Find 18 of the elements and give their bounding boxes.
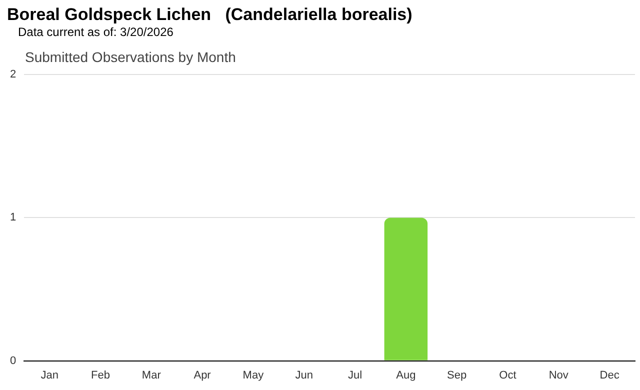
x-tick-label: Feb bbox=[90, 369, 110, 382]
x-tick-label: Jul bbox=[348, 369, 362, 382]
chart-title: Boreal Goldspeck Lichen (Candelariella borealis) bbox=[7, 5, 412, 25]
x-tick-label: Jan bbox=[40, 369, 58, 382]
x-tick-label: Dec bbox=[600, 369, 620, 382]
x-tick-label: Nov bbox=[548, 369, 569, 382]
y-tick-label: 1 bbox=[10, 212, 16, 224]
y-tick-label: 0 bbox=[10, 354, 16, 367]
x-tick-label: Jun bbox=[295, 369, 313, 382]
x-tick-label: Oct bbox=[499, 369, 516, 382]
text: Data current as of: 3/20/2026 bbox=[18, 25, 174, 39]
y-tick-label: 2 bbox=[10, 68, 16, 81]
x-tick-label: May bbox=[242, 369, 264, 382]
x-tick-label: Mar bbox=[142, 369, 162, 382]
x-tick-label: Sep bbox=[447, 369, 467, 382]
chart-subtitle: Submitted Observations by Month bbox=[25, 49, 236, 65]
x-tick-label: Aug bbox=[396, 369, 416, 382]
x-tick-label: Apr bbox=[194, 369, 212, 382]
